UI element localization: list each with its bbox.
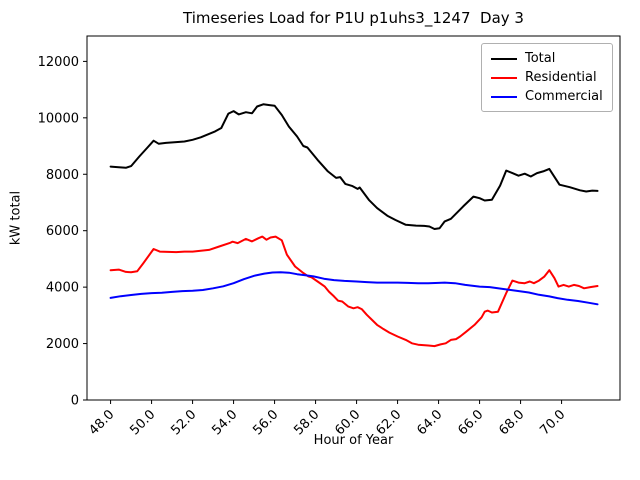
legend-label-commercial: Commercial bbox=[525, 89, 603, 104]
legend-entry-total: Total bbox=[491, 49, 604, 68]
x-axis-label: Hour of Year bbox=[313, 433, 394, 448]
legend-line-swatch-commercial bbox=[491, 95, 517, 98]
y-tick-label: 6000 bbox=[46, 224, 79, 239]
series-line-total bbox=[109, 103, 599, 230]
legend-label-total: Total bbox=[525, 51, 556, 66]
y-tick-label: 2000 bbox=[46, 337, 79, 352]
y-tick-label: 0 bbox=[71, 394, 79, 409]
y-tick-label: 4000 bbox=[46, 281, 79, 296]
legend-label-residential: Residential bbox=[525, 70, 597, 85]
y-tick-label: 12000 bbox=[38, 55, 79, 70]
legend: Total Residential Commercial bbox=[481, 43, 613, 112]
legend-entry-commercial: Commercial bbox=[491, 87, 604, 106]
legend-entry-residential: Residential bbox=[491, 68, 604, 87]
legend-line-swatch-total bbox=[491, 57, 517, 60]
chart-title: Timeseries Load for P1U p1uhs3_1247 Day … bbox=[183, 9, 524, 27]
y-tick-label: 10000 bbox=[38, 111, 79, 126]
series-line-commercial bbox=[109, 271, 599, 306]
y-tick-label: 8000 bbox=[46, 168, 79, 183]
legend-line-swatch-residential bbox=[491, 76, 517, 79]
axes-frame bbox=[86, 35, 621, 401]
y-axis-label: kW total bbox=[8, 190, 24, 246]
series-line-residential bbox=[109, 235, 599, 348]
